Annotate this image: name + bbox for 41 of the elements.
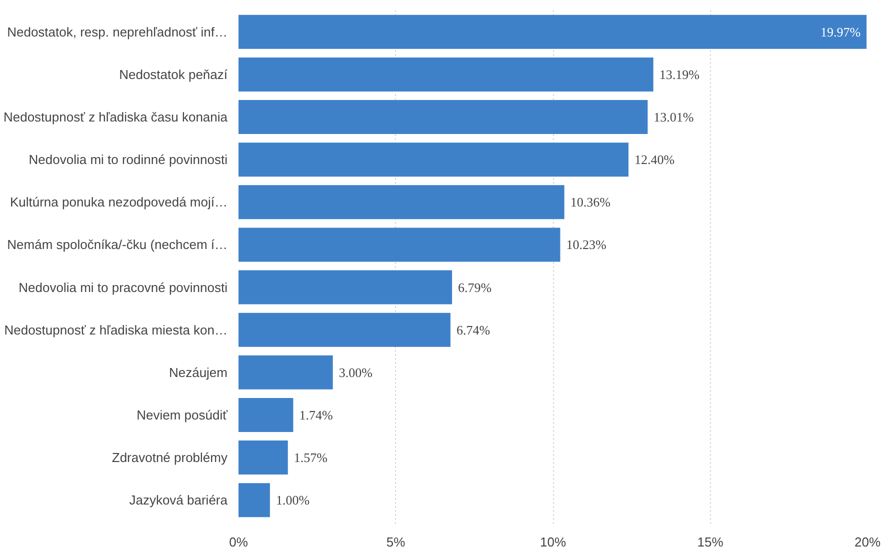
- bar: [238, 185, 564, 220]
- y-tick-label: Nedostupnosť z hľadiska času konania: [3, 110, 228, 125]
- data-label: 13.19%: [659, 66, 700, 82]
- data-label: 19.97%: [820, 24, 861, 40]
- data-label: 3.00%: [338, 364, 373, 380]
- y-tick-label: Nemám spoločníka/-čku (nechcem í…: [7, 237, 228, 252]
- data-label: 12.40%: [634, 152, 675, 168]
- bar: [238, 270, 452, 304]
- y-tick-label: Nedovolia mi to pracovné povinnosti: [18, 280, 228, 295]
- bar: [238, 100, 648, 134]
- bar: [238, 142, 628, 177]
- x-tick-label: 0%: [229, 534, 248, 550]
- bar: [238, 312, 450, 347]
- y-tick-label: Nedovolia mi to rodinné povinnosti: [28, 152, 228, 168]
- bar: [238, 398, 294, 432]
- x-tick-label: 15%: [697, 534, 724, 550]
- data-label: 10.23%: [566, 237, 606, 252]
- x-tick-label: 5%: [386, 534, 406, 550]
- y-tick-label: Nedostatok, resp. neprehľadnosť inf…: [7, 24, 228, 40]
- data-label: 1.74%: [299, 407, 333, 422]
- bar: [238, 57, 654, 92]
- bar: [238, 355, 333, 390]
- y-tick-label: Neviem posúdiť: [136, 407, 228, 422]
- data-label: 6.79%: [458, 280, 492, 295]
- y-tick-label: Jazyková bariéra: [129, 492, 228, 508]
- data-label: 6.74%: [456, 322, 490, 338]
- x-tick-label: 20%: [854, 534, 881, 550]
- bar: [238, 440, 288, 475]
- data-label: 1.57%: [294, 450, 328, 466]
- y-tick-label: Nezáujem: [168, 364, 228, 380]
- data-label: 10.36%: [570, 194, 611, 210]
- data-label: 1.00%: [276, 492, 310, 508]
- data-label: 13.01%: [654, 110, 694, 125]
- bar: [238, 483, 270, 518]
- y-tick-label: Nedostupnosť z hľadiska miesta kon…: [4, 322, 228, 338]
- y-tick-label: Kultúrna ponuka nezodpovedá mojí…: [10, 194, 228, 210]
- y-tick-label: Nedostatok peňazí: [119, 66, 228, 82]
- y-tick-label: Zdravotné problémy: [112, 450, 228, 466]
- bar: [238, 228, 560, 262]
- bar: [238, 14, 867, 49]
- x-tick-label: 10%: [540, 534, 566, 550]
